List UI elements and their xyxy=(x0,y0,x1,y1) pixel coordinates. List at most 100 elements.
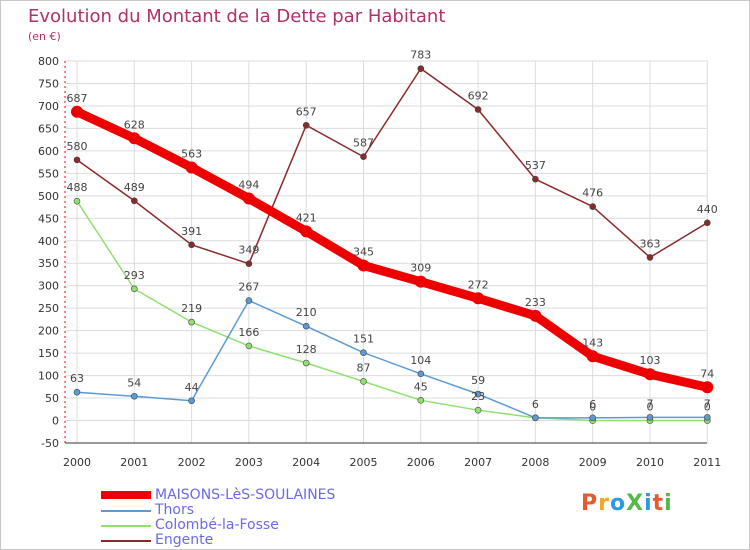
y-tick-label: 0 xyxy=(52,415,59,428)
legend-label-engente: Engente xyxy=(155,532,214,548)
data-label-2: 87 xyxy=(357,361,371,374)
data-label-0: 103 xyxy=(640,354,661,367)
data-point-0 xyxy=(472,292,485,305)
data-point-3 xyxy=(302,121,310,129)
data-label-3: 692 xyxy=(468,90,489,103)
data-point-0 xyxy=(529,309,542,322)
x-tick-label: 2007 xyxy=(464,456,492,469)
proxiti-logo: ProXiti xyxy=(581,491,673,516)
logo-letter: i xyxy=(644,491,653,516)
x-tick-label: 2008 xyxy=(521,456,549,469)
plot-area xyxy=(65,61,707,443)
data-point-0 xyxy=(242,192,255,205)
x-tick-label: 2002 xyxy=(178,456,206,469)
data-point-1 xyxy=(188,397,195,405)
data-label-2: 23 xyxy=(471,390,485,403)
data-label-2: 128 xyxy=(296,343,317,356)
series-line-0 xyxy=(72,107,712,392)
logo-letter: P xyxy=(581,491,599,516)
data-point-1 xyxy=(474,390,482,398)
legend-item-colombe: Colombé-la-Fosse xyxy=(101,517,401,533)
data-point-0 xyxy=(644,368,656,381)
y-tick-label: 500 xyxy=(38,190,59,203)
data-point-2 xyxy=(188,318,195,326)
y-tick-label: 350 xyxy=(38,257,59,270)
data-point-2 xyxy=(417,397,425,404)
y-tick-label: 600 xyxy=(38,145,59,158)
y-tick-label: 800 xyxy=(38,55,59,68)
data-label-2: 0 xyxy=(589,401,596,414)
data-point-3 xyxy=(703,219,711,227)
data-point-1 xyxy=(302,322,310,330)
legend-label-maisons: MAISONS-LèS-SOULAINES xyxy=(155,487,336,503)
data-label-2: 219 xyxy=(181,302,202,315)
data-point-3 xyxy=(360,153,367,161)
x-tick-label: 2000 xyxy=(63,456,91,469)
logo-letter: i xyxy=(664,491,673,516)
legend-swatch-maisons xyxy=(101,491,151,499)
data-label-0: 687 xyxy=(67,92,88,105)
data-label-1: 6 xyxy=(589,398,596,411)
data-label-1: 59 xyxy=(471,374,485,387)
data-point-3 xyxy=(474,106,482,113)
data-label-0: 494 xyxy=(238,179,259,192)
data-point-1 xyxy=(417,370,425,378)
x-tick-label: 2009 xyxy=(579,456,607,469)
legend-item-engente: Engente xyxy=(101,532,401,548)
legend-swatch-colombe xyxy=(101,525,151,527)
data-point-2 xyxy=(302,359,310,367)
data-label-0: 272 xyxy=(468,278,489,291)
logo-letter: r xyxy=(598,491,610,516)
data-label-1: 6 xyxy=(532,398,539,411)
x-tick-label: 2001 xyxy=(120,456,148,469)
x-tick-label: 2011 xyxy=(693,456,721,469)
y-tick-label: -50 xyxy=(41,437,59,450)
y-tick-label: 50 xyxy=(45,392,59,405)
data-label-3: 440 xyxy=(697,203,718,216)
data-point-1 xyxy=(131,392,138,400)
data-label-1: 7 xyxy=(704,397,711,410)
legend-swatch-engente xyxy=(101,540,151,542)
data-label-3: 657 xyxy=(296,105,317,118)
data-point-3 xyxy=(188,241,195,249)
data-point-3 xyxy=(646,254,654,261)
legend-label-thors: Thors xyxy=(155,502,195,518)
data-label-0: 628 xyxy=(124,118,145,131)
y-tick-label: 400 xyxy=(38,235,59,248)
data-label-0: 345 xyxy=(353,245,374,258)
x-tick-label: 2004 xyxy=(292,456,320,469)
data-point-1 xyxy=(360,349,367,356)
data-label-1: 210 xyxy=(296,306,317,319)
data-label-2: 45 xyxy=(414,380,428,393)
data-label-0: 309 xyxy=(410,262,431,275)
data-point-2 xyxy=(131,285,138,293)
series-line-3 xyxy=(76,67,709,265)
data-point-3 xyxy=(131,197,138,205)
data-label-3: 537 xyxy=(525,159,546,172)
y-tick-label: 550 xyxy=(38,167,59,180)
data-label-0: 74 xyxy=(700,367,714,380)
x-tick-label: 2010 xyxy=(636,456,664,469)
y-tick-label: 200 xyxy=(38,325,59,338)
x-tick-label: 2006 xyxy=(407,456,435,469)
y-tick-label: 250 xyxy=(38,302,59,315)
data-point-2 xyxy=(73,197,81,205)
data-point-0 xyxy=(586,350,599,363)
y-tick-label: 150 xyxy=(38,347,59,360)
data-point-0 xyxy=(185,161,198,174)
data-point-3 xyxy=(417,65,425,72)
data-point-1 xyxy=(73,388,81,396)
data-point-0 xyxy=(414,275,427,288)
data-label-0: 233 xyxy=(525,296,546,309)
data-point-0 xyxy=(128,132,141,145)
y-tick-label: 300 xyxy=(38,280,59,293)
y-tick-label: 100 xyxy=(38,370,59,383)
chart-subtitle: (en €) xyxy=(28,30,61,43)
data-label-1: 44 xyxy=(185,381,199,394)
data-label-0: 421 xyxy=(296,211,317,224)
data-label-3: 580 xyxy=(67,140,88,153)
data-label-1: 151 xyxy=(353,333,374,346)
data-point-1 xyxy=(646,414,654,421)
y-tick-label: 700 xyxy=(38,100,59,113)
data-label-3: 476 xyxy=(582,187,603,200)
